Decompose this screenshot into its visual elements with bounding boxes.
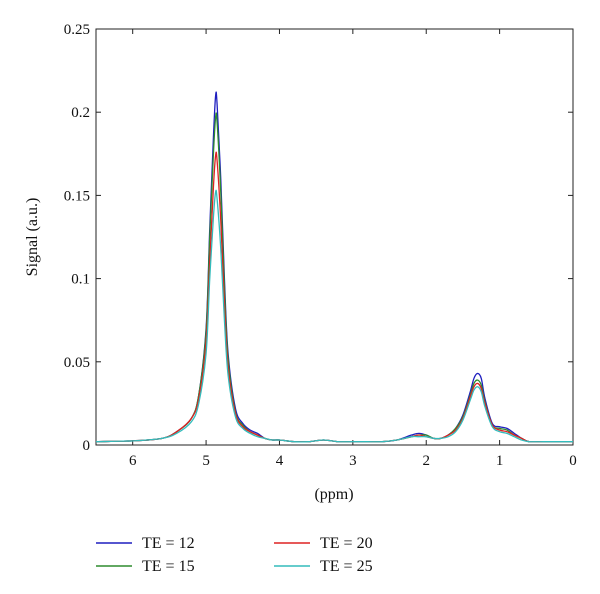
y-axis-title: Signal (a.u.): [24, 198, 41, 277]
y-tick-label: 0.05: [64, 355, 90, 371]
legend-item: TE = 25: [274, 558, 373, 575]
y-tick-label: 0.25: [64, 22, 90, 38]
x-axis-title: (ppm): [314, 486, 353, 503]
y-tick-label: 0.1: [71, 272, 90, 288]
legend-label: TE = 25: [320, 558, 373, 575]
series-line-te-12: [95, 91, 573, 443]
legend-item: TE = 12: [96, 535, 195, 552]
x-tick-label: 4: [276, 453, 284, 469]
x-tick-label: 1: [496, 453, 504, 469]
series-line-te-15: [95, 112, 573, 443]
x-tick-label: 5: [202, 453, 210, 469]
y-tick-label: 0.15: [64, 188, 90, 204]
legend-item: TE = 15: [96, 558, 195, 575]
y-tick-label: 0.2: [71, 105, 90, 121]
y-axis: 0 0.05 0.1 0.15 0.2 0.25: [64, 22, 573, 454]
legend-label: TE = 12: [142, 535, 195, 552]
x-tick-label: 6: [129, 453, 137, 469]
legend-label: TE = 15: [142, 558, 195, 575]
series-line-te-25: [95, 189, 573, 443]
x-axis: 6 5 4 3 2 1 0: [129, 29, 577, 469]
x-tick-label: 0: [569, 453, 577, 469]
series-lines: [95, 91, 573, 443]
legend-item: TE = 20: [274, 535, 373, 552]
plot-frame: [95, 28, 574, 446]
x-tick-label: 2: [422, 453, 430, 469]
y-tick-label: 0: [83, 438, 91, 454]
legend-label: TE = 20: [320, 535, 373, 552]
x-tick-label: 3: [349, 453, 357, 469]
series-line-te-20: [95, 151, 573, 443]
legend: TE = 12 TE = 20 TE = 15 TE = 25: [96, 535, 373, 575]
